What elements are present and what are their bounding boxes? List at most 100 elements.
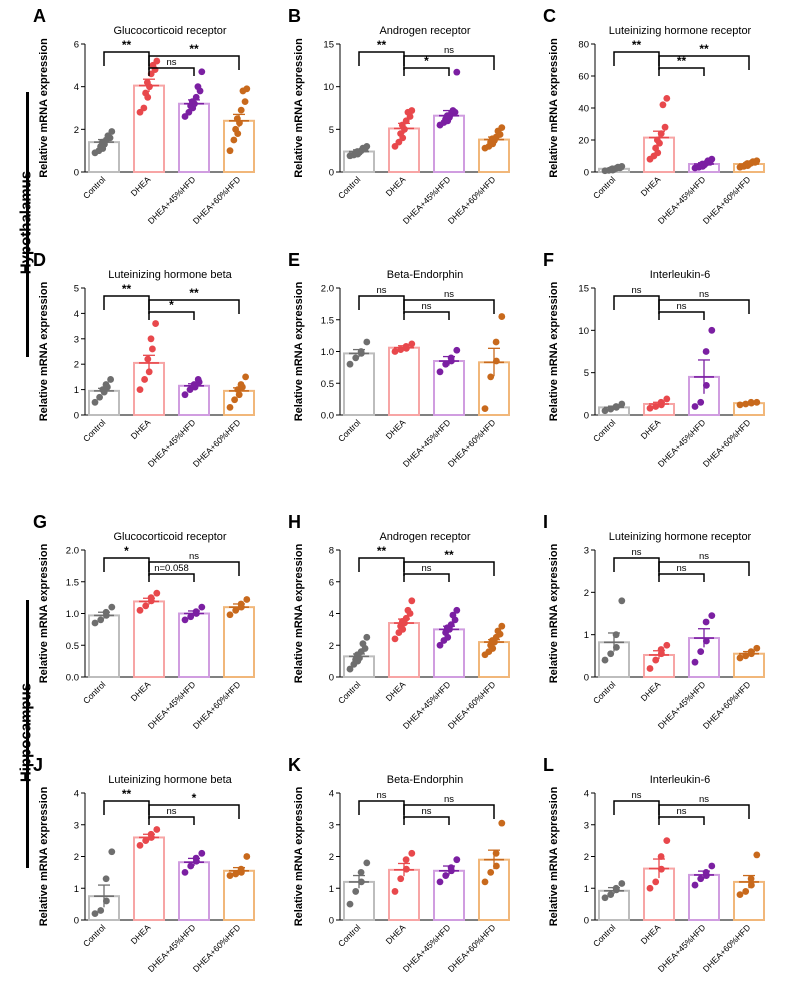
- x-tick-label: Control: [81, 174, 108, 201]
- x-tick-label: DHEA+45%HFD: [146, 679, 198, 731]
- data-point: [103, 897, 110, 905]
- data-point: [453, 346, 461, 354]
- data-point: [230, 136, 238, 144]
- y-tick-label: 2: [74, 852, 79, 863]
- bar-4: [478, 138, 510, 173]
- panel-c: C Luteinizing hormone receptor Relative mR…: [543, 6, 765, 226]
- y-tick-label: 1: [74, 385, 79, 396]
- significance-bracket: [403, 55, 495, 70]
- x-tick-label: DHEA: [639, 174, 663, 198]
- significance-label: **: [189, 42, 199, 56]
- data-point: [352, 888, 360, 895]
- y-tick-label: 15: [323, 40, 334, 51]
- significance-label: **: [122, 282, 132, 296]
- x-tick-label: Control: [336, 174, 363, 201]
- data-point: [601, 407, 609, 415]
- data-point: [618, 597, 626, 605]
- significance-bracket: [358, 800, 405, 815]
- data-point: [147, 594, 155, 602]
- significance-bracket: [148, 299, 240, 314]
- data-point: [702, 868, 710, 876]
- significance-bracket: [148, 573, 195, 582]
- data-point: [703, 381, 710, 389]
- data-point: [753, 644, 761, 652]
- y-tick-label: 2: [74, 360, 79, 371]
- significance-bracket: [103, 800, 150, 815]
- panel-title: Beta-Endorphin: [387, 774, 463, 786]
- data-point: [153, 57, 161, 65]
- y-tick-label: 80: [578, 40, 589, 51]
- data-point: [447, 864, 455, 872]
- significance-bracket: [148, 67, 195, 76]
- data-point: [691, 658, 699, 666]
- data-point: [601, 656, 609, 664]
- data-point: [136, 386, 144, 393]
- data-point: [652, 878, 660, 886]
- significance-label: ns: [166, 57, 176, 68]
- data-point: [657, 646, 665, 653]
- y-tick-label: 0: [584, 916, 589, 927]
- significance-label: ns: [166, 806, 176, 817]
- y-tick-label: 2: [584, 852, 589, 863]
- data-point: [498, 313, 506, 320]
- data-point: [436, 878, 444, 886]
- x-tick-label: DHEA+45%HFD: [146, 922, 198, 974]
- significance-label: n=0.058: [154, 563, 189, 574]
- y-tick-label: 60: [578, 72, 589, 83]
- significance-label: **: [377, 38, 387, 52]
- panel-letter: H: [288, 512, 301, 532]
- x-tick-label: DHEA: [129, 679, 153, 703]
- data-point: [147, 335, 155, 343]
- data-point: [237, 865, 245, 873]
- data-point: [402, 614, 410, 622]
- significance-bracket: [358, 557, 405, 572]
- data-point: [243, 596, 251, 603]
- y-tick-label: 0.0: [321, 411, 334, 422]
- x-tick-label: DHEA+60%HFD: [191, 922, 243, 974]
- x-tick-label: Control: [336, 417, 363, 444]
- data-point: [481, 878, 489, 886]
- panel-k: K Beta-Endorphin Relative mRNA expression 0…: [288, 755, 510, 974]
- data-point: [747, 398, 755, 406]
- data-point: [697, 648, 705, 655]
- data-point: [697, 398, 705, 406]
- data-point: [147, 830, 155, 838]
- data-point: [142, 837, 150, 845]
- significance-label: **: [444, 548, 454, 562]
- data-point: [498, 124, 506, 132]
- x-tick-label: DHEA: [384, 679, 408, 703]
- panel-title: Androgen receptor: [379, 25, 470, 37]
- significance-label: ns: [376, 790, 386, 801]
- data-point: [226, 872, 234, 879]
- y-axis-label: Relative mRNA expression: [38, 281, 50, 421]
- significance-bracket: [613, 295, 660, 310]
- y-tick-label: 1: [584, 630, 589, 641]
- data-point: [108, 128, 116, 135]
- data-point: [708, 155, 716, 163]
- x-tick-label: DHEA: [129, 417, 153, 441]
- data-point: [453, 68, 461, 76]
- significance-bracket: [658, 804, 750, 819]
- y-tick-label: 2: [584, 588, 589, 599]
- data-point: [453, 856, 461, 864]
- data-point: [663, 95, 671, 102]
- data-point: [102, 381, 110, 388]
- data-point: [186, 386, 194, 393]
- data-point: [192, 93, 200, 101]
- significance-label: **: [189, 286, 199, 300]
- significance-bracket: [358, 51, 405, 66]
- y-tick-label: 0: [74, 168, 79, 179]
- data-point: [487, 373, 495, 381]
- x-tick-label: DHEA+60%HFD: [191, 174, 243, 226]
- data-point: [447, 354, 455, 362]
- data-point: [226, 611, 234, 619]
- y-axis-label: Relative mRNA expression: [548, 281, 560, 421]
- panel-e: E Beta-Endorphin Relative mRNA expression 0…: [288, 250, 510, 469]
- y-tick-label: 1.5: [66, 577, 79, 588]
- data-point: [198, 849, 206, 857]
- x-tick-label: DHEA+60%HFD: [701, 922, 753, 974]
- significance-label: ns: [421, 806, 431, 817]
- data-point: [153, 589, 161, 597]
- data-point: [442, 872, 450, 879]
- significance-bracket: [403, 299, 495, 314]
